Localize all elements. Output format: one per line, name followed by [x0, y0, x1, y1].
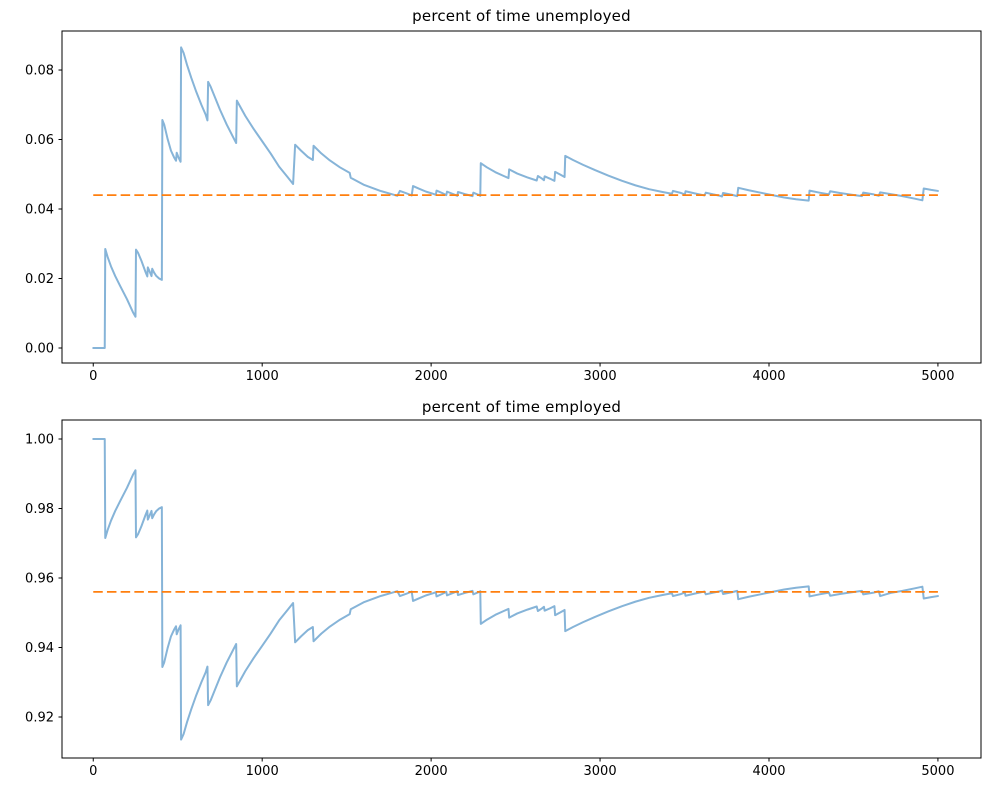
x-tick-label: 4000 [752, 764, 785, 779]
x-tick-label: 1000 [246, 764, 279, 779]
y-tick-label: 0.02 [25, 272, 54, 287]
employed-chart-title: percent of time employed [421, 398, 622, 416]
series-line [92, 46, 939, 349]
y-tick-label: 0.04 [25, 202, 54, 217]
x-tick-label: 5000 [921, 764, 954, 779]
axes-frame [61, 30, 982, 364]
employed-chart: percent of time employed 0 1000 2000 3000 40… [0, 395, 989, 790]
x-tick-label: 0 [89, 764, 97, 779]
axes-frame [61, 419, 982, 759]
x-tick-label: 3000 [584, 764, 617, 779]
x-tick-label: 1000 [246, 369, 279, 384]
unemployed-chart-title: percent of time unemployed [412, 7, 631, 25]
unemployed-chart: percent of time unemployed 0 1000 2000 3000… [25, 7, 982, 384]
x-tick-label: 2000 [415, 369, 448, 384]
x-tick-label: 4000 [752, 369, 785, 384]
series-line [92, 438, 939, 741]
x-tick-label: 2000 [415, 764, 448, 779]
y-tick-label: 0.94 [25, 641, 54, 656]
x-tick-label: 0 [89, 369, 97, 384]
y-tick-label: 0.92 [25, 710, 54, 725]
x-tick-label: 3000 [584, 369, 617, 384]
unemployed-plot-svg: 0 1000 2000 3000 4000 5000 0.00 0.02 0.04 0.06 0.0… [25, 30, 982, 384]
employed-plot-svg: 0 1000 2000 3000 4000 5000 0.92 0.94 0.96 0.98 1.0… [25, 419, 982, 779]
y-tick-label: 0.06 [25, 133, 54, 148]
y-tick-label: 0.96 [25, 571, 54, 586]
y-tick-label: 0.08 [25, 63, 54, 78]
y-tick-label: 1.00 [25, 432, 54, 447]
y-tick-label: 0.00 [25, 341, 54, 356]
y-tick-label: 0.98 [25, 502, 54, 517]
x-tick-label: 5000 [921, 369, 954, 384]
